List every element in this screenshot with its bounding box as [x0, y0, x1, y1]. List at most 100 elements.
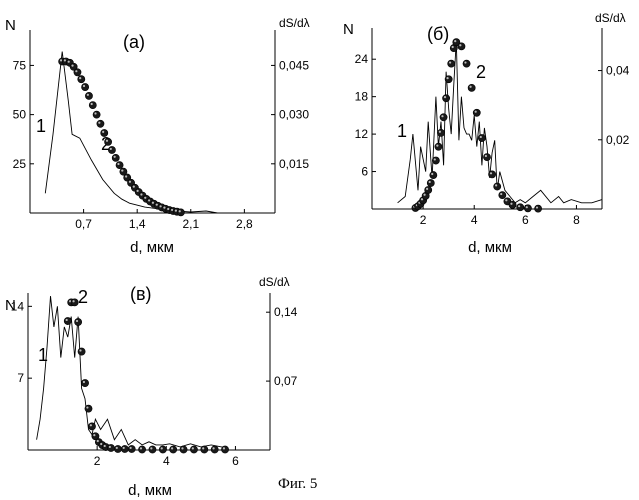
y-axis-label-left: N — [5, 297, 16, 314]
series-2-point-highlight — [125, 175, 127, 177]
series-2-point-highlight — [431, 173, 433, 175]
y-tick-label-left: 12 — [355, 127, 369, 141]
series-2-point-highlight — [97, 440, 99, 442]
series-2-point-highlight — [110, 148, 112, 150]
series-2-point-highlight — [72, 300, 74, 302]
series-2-point — [489, 171, 496, 178]
series-2-point-highlight — [68, 61, 70, 63]
series-2-point-highlight — [106, 140, 108, 142]
series-2-point-highlight — [94, 112, 96, 114]
series-2-point-highlight — [421, 198, 423, 200]
series-2-point — [468, 84, 475, 91]
x-tick-label: 6 — [232, 454, 239, 468]
series-2-point-highlight — [171, 447, 173, 449]
panel-label: (в) — [130, 284, 152, 304]
series-2-point — [128, 445, 135, 452]
figure-caption: Фиг. 5 — [278, 476, 317, 493]
x-tick-label: 8 — [573, 213, 580, 227]
chart-panel-1: 0,71,42,12,82550750,0150,0300,045NdS/dλd… — [5, 16, 310, 256]
series-2-point-highlight — [167, 208, 169, 210]
x-tick-label: 1,4 — [129, 217, 146, 231]
series-2-point-highlight — [102, 131, 104, 133]
series-2-point — [170, 446, 177, 453]
series-2-point — [75, 318, 82, 325]
series-2-point-highlight — [117, 163, 119, 165]
series-2-point-highlight — [75, 70, 77, 72]
series-2-point-highlight — [79, 77, 81, 79]
series-2-point-highlight — [83, 85, 85, 87]
series-2-point — [107, 444, 114, 451]
x-axis-label: d, мкм — [468, 239, 512, 256]
series-2-point — [85, 405, 92, 412]
series-2-point — [78, 76, 85, 83]
series-2-point-highlight — [104, 445, 106, 447]
series-2-point — [437, 129, 444, 136]
x-tick-label: 6 — [522, 213, 529, 227]
series-2-point — [435, 143, 442, 150]
series-2-point — [112, 154, 119, 161]
series-2-point-highlight — [223, 447, 225, 449]
y-tick-label-right: 0,14 — [274, 305, 298, 319]
series-2-point-highlight — [495, 184, 497, 186]
series-2-point — [64, 317, 71, 324]
curve-label-1: 1 — [36, 116, 46, 136]
series-2-point — [121, 445, 128, 452]
series-2-point — [483, 153, 490, 160]
series-2-point-highlight — [510, 203, 512, 205]
series-2-point — [430, 171, 437, 178]
series-2-point — [473, 109, 480, 116]
series-2-point-highlight — [79, 349, 81, 351]
series-2-point-highlight — [140, 193, 142, 195]
series-2-point-highlight — [436, 145, 438, 147]
series-2-point-highlight — [505, 199, 507, 201]
series-2-point-highlight — [480, 136, 482, 138]
series-2-point-highlight — [130, 447, 132, 449]
series-2-point — [114, 445, 121, 452]
series-2-point-highlight — [171, 209, 173, 211]
series-2-point-highlight — [83, 381, 85, 383]
series-2-point — [201, 446, 208, 453]
series-2-point-highlight — [485, 155, 487, 157]
series-2-point-highlight — [87, 94, 89, 96]
series-2-point — [458, 43, 465, 50]
series-2-point-highlight — [202, 447, 204, 449]
series-2-point — [138, 446, 145, 453]
series-2-point-highlight — [490, 172, 492, 174]
series-2-point — [149, 446, 156, 453]
series-2-point-highlight — [98, 122, 100, 124]
chart-panel-3: 2467140,070,14NdS/dλd, мкм(в)12 — [5, 275, 298, 499]
series-2-point-highlight — [181, 447, 183, 449]
panel-label: (а) — [123, 32, 145, 52]
series-2-point-highlight — [133, 186, 135, 188]
series-2-point-highlight — [71, 65, 73, 67]
series-2-point-highlight — [90, 424, 92, 426]
series-2-point-highlight — [156, 204, 158, 206]
series-2-point-highlight — [179, 210, 181, 212]
series-2-point-highlight — [140, 447, 142, 449]
series-2-point-highlight — [121, 169, 123, 171]
series-2-point-highlight — [66, 319, 68, 321]
series-2-point-highlight — [426, 188, 428, 190]
series-2-point-highlight — [116, 447, 118, 449]
series-2-point — [445, 76, 452, 83]
series-2-point — [78, 348, 85, 355]
series-2-point — [494, 183, 501, 190]
series-2-point-highlight — [212, 447, 214, 449]
series-2-point-highlight — [148, 199, 150, 201]
series-2-point-highlight — [449, 61, 451, 63]
series-1-line — [398, 41, 602, 203]
curve-label-2: 2 — [78, 287, 88, 307]
curve-label-1: 1 — [397, 121, 407, 141]
series-2-point-highlight — [452, 46, 454, 48]
series-2-point-highlight — [109, 446, 111, 448]
series-2-point — [535, 205, 542, 212]
series-2-point-highlight — [150, 447, 152, 449]
series-2-point-highlight — [439, 131, 441, 133]
series-2-point-highlight — [159, 205, 161, 207]
x-tick-label: 2 — [420, 213, 427, 227]
series-2-point — [448, 60, 455, 67]
series-2-point-highlight — [434, 158, 436, 160]
series-2-point-highlight — [423, 194, 425, 196]
x-tick-label: 4 — [163, 454, 170, 468]
series-2-point-highlight — [137, 190, 139, 192]
